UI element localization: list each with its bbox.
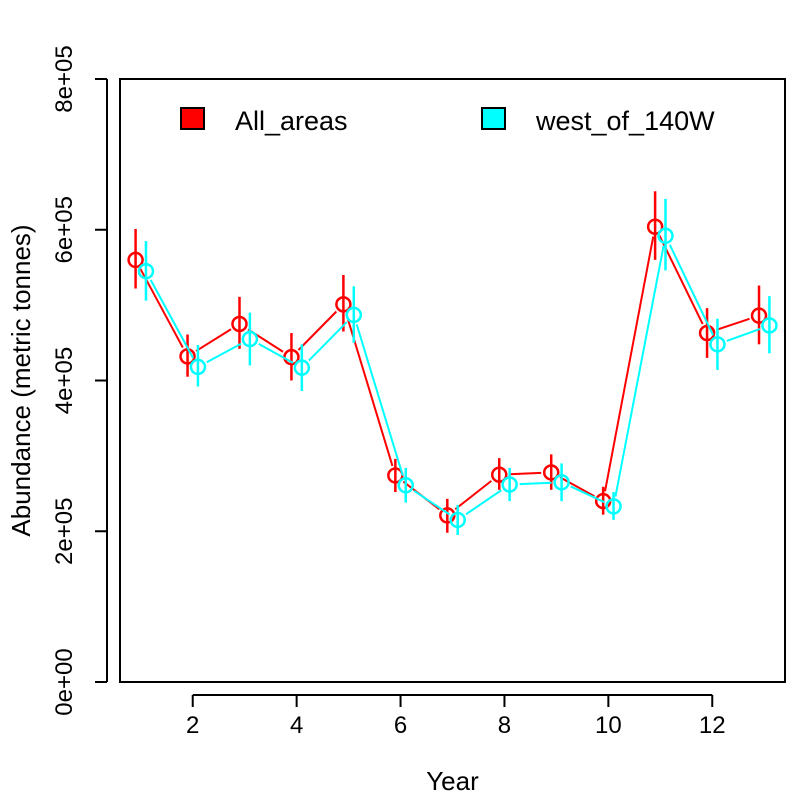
y-tick-label: 4e+05 <box>51 347 78 414</box>
series-line-segment <box>668 244 715 336</box>
series-line-segment <box>716 317 750 331</box>
series-line-segment <box>355 324 404 476</box>
x-axis: 2 4 6 8 10 12 <box>186 694 726 739</box>
legend: All_areas west_of_140W <box>180 106 715 136</box>
data-point <box>542 464 560 481</box>
data-point <box>231 315 248 333</box>
y-tick-label: 6e+05 <box>51 196 78 263</box>
data-point <box>439 507 456 524</box>
series-line-segment <box>195 328 232 352</box>
plot-frame <box>119 78 786 683</box>
legend-swatch <box>180 107 205 130</box>
x-tick-label: 4 <box>290 712 303 739</box>
data-point <box>605 498 622 515</box>
series-line-segment <box>139 268 184 349</box>
x-tick-label: 12 <box>699 712 726 739</box>
series-line-segment <box>206 342 242 364</box>
series-line-segment <box>726 327 761 342</box>
data-point <box>397 477 414 494</box>
data-point <box>553 474 570 491</box>
legend-swatch <box>481 107 506 130</box>
x-tick-label: 2 <box>186 712 199 739</box>
series-line-segment <box>465 489 502 516</box>
data-point <box>127 251 144 269</box>
data-point <box>293 359 311 376</box>
series-layer <box>127 191 778 536</box>
data-point <box>501 476 518 493</box>
data-point <box>761 317 778 334</box>
y-axis: 0e+00 2e+05 4e+05 6e+05 8e+05 <box>51 45 108 716</box>
x-tick-label: 8 <box>498 712 511 739</box>
series-line-segment <box>308 321 348 362</box>
x-axis-title: Year <box>426 766 479 796</box>
y-tick-label: 8e+05 <box>51 45 78 112</box>
data-point <box>335 296 352 313</box>
x-tick-label: 6 <box>394 712 407 739</box>
y-tick-label: 0e+00 <box>51 648 78 715</box>
y-axis-title: Abundance (metric tonnes) <box>6 224 36 536</box>
series-line-segment <box>570 485 605 504</box>
series-line-segment <box>258 342 294 364</box>
legend-label: All_areas <box>235 106 348 136</box>
data-point <box>750 307 768 324</box>
series-line-segment <box>297 310 338 351</box>
data-point <box>345 306 363 324</box>
legend-label: west_of_140W <box>535 106 715 136</box>
data-point <box>189 358 207 376</box>
series-west_of_140W <box>137 198 778 536</box>
series-line-segment <box>614 245 665 497</box>
series-line-segment <box>509 471 542 476</box>
data-point <box>709 336 726 353</box>
y-tick-label: 2e+05 <box>51 498 78 565</box>
data-point <box>698 324 716 342</box>
plot-area <box>119 78 786 683</box>
series-line-segment <box>559 476 595 498</box>
data-point <box>657 227 674 245</box>
data-point <box>491 466 508 483</box>
series-line-segment <box>149 279 195 359</box>
data-point <box>241 330 259 348</box>
series-line-segment <box>604 236 655 492</box>
x-tick-label: 10 <box>595 712 622 739</box>
series-line-segment <box>413 489 450 516</box>
series-line-segment <box>454 480 493 511</box>
data-point <box>449 511 466 529</box>
series-line-segment <box>519 481 552 486</box>
data-point <box>646 218 664 235</box>
data-point <box>137 262 155 280</box>
